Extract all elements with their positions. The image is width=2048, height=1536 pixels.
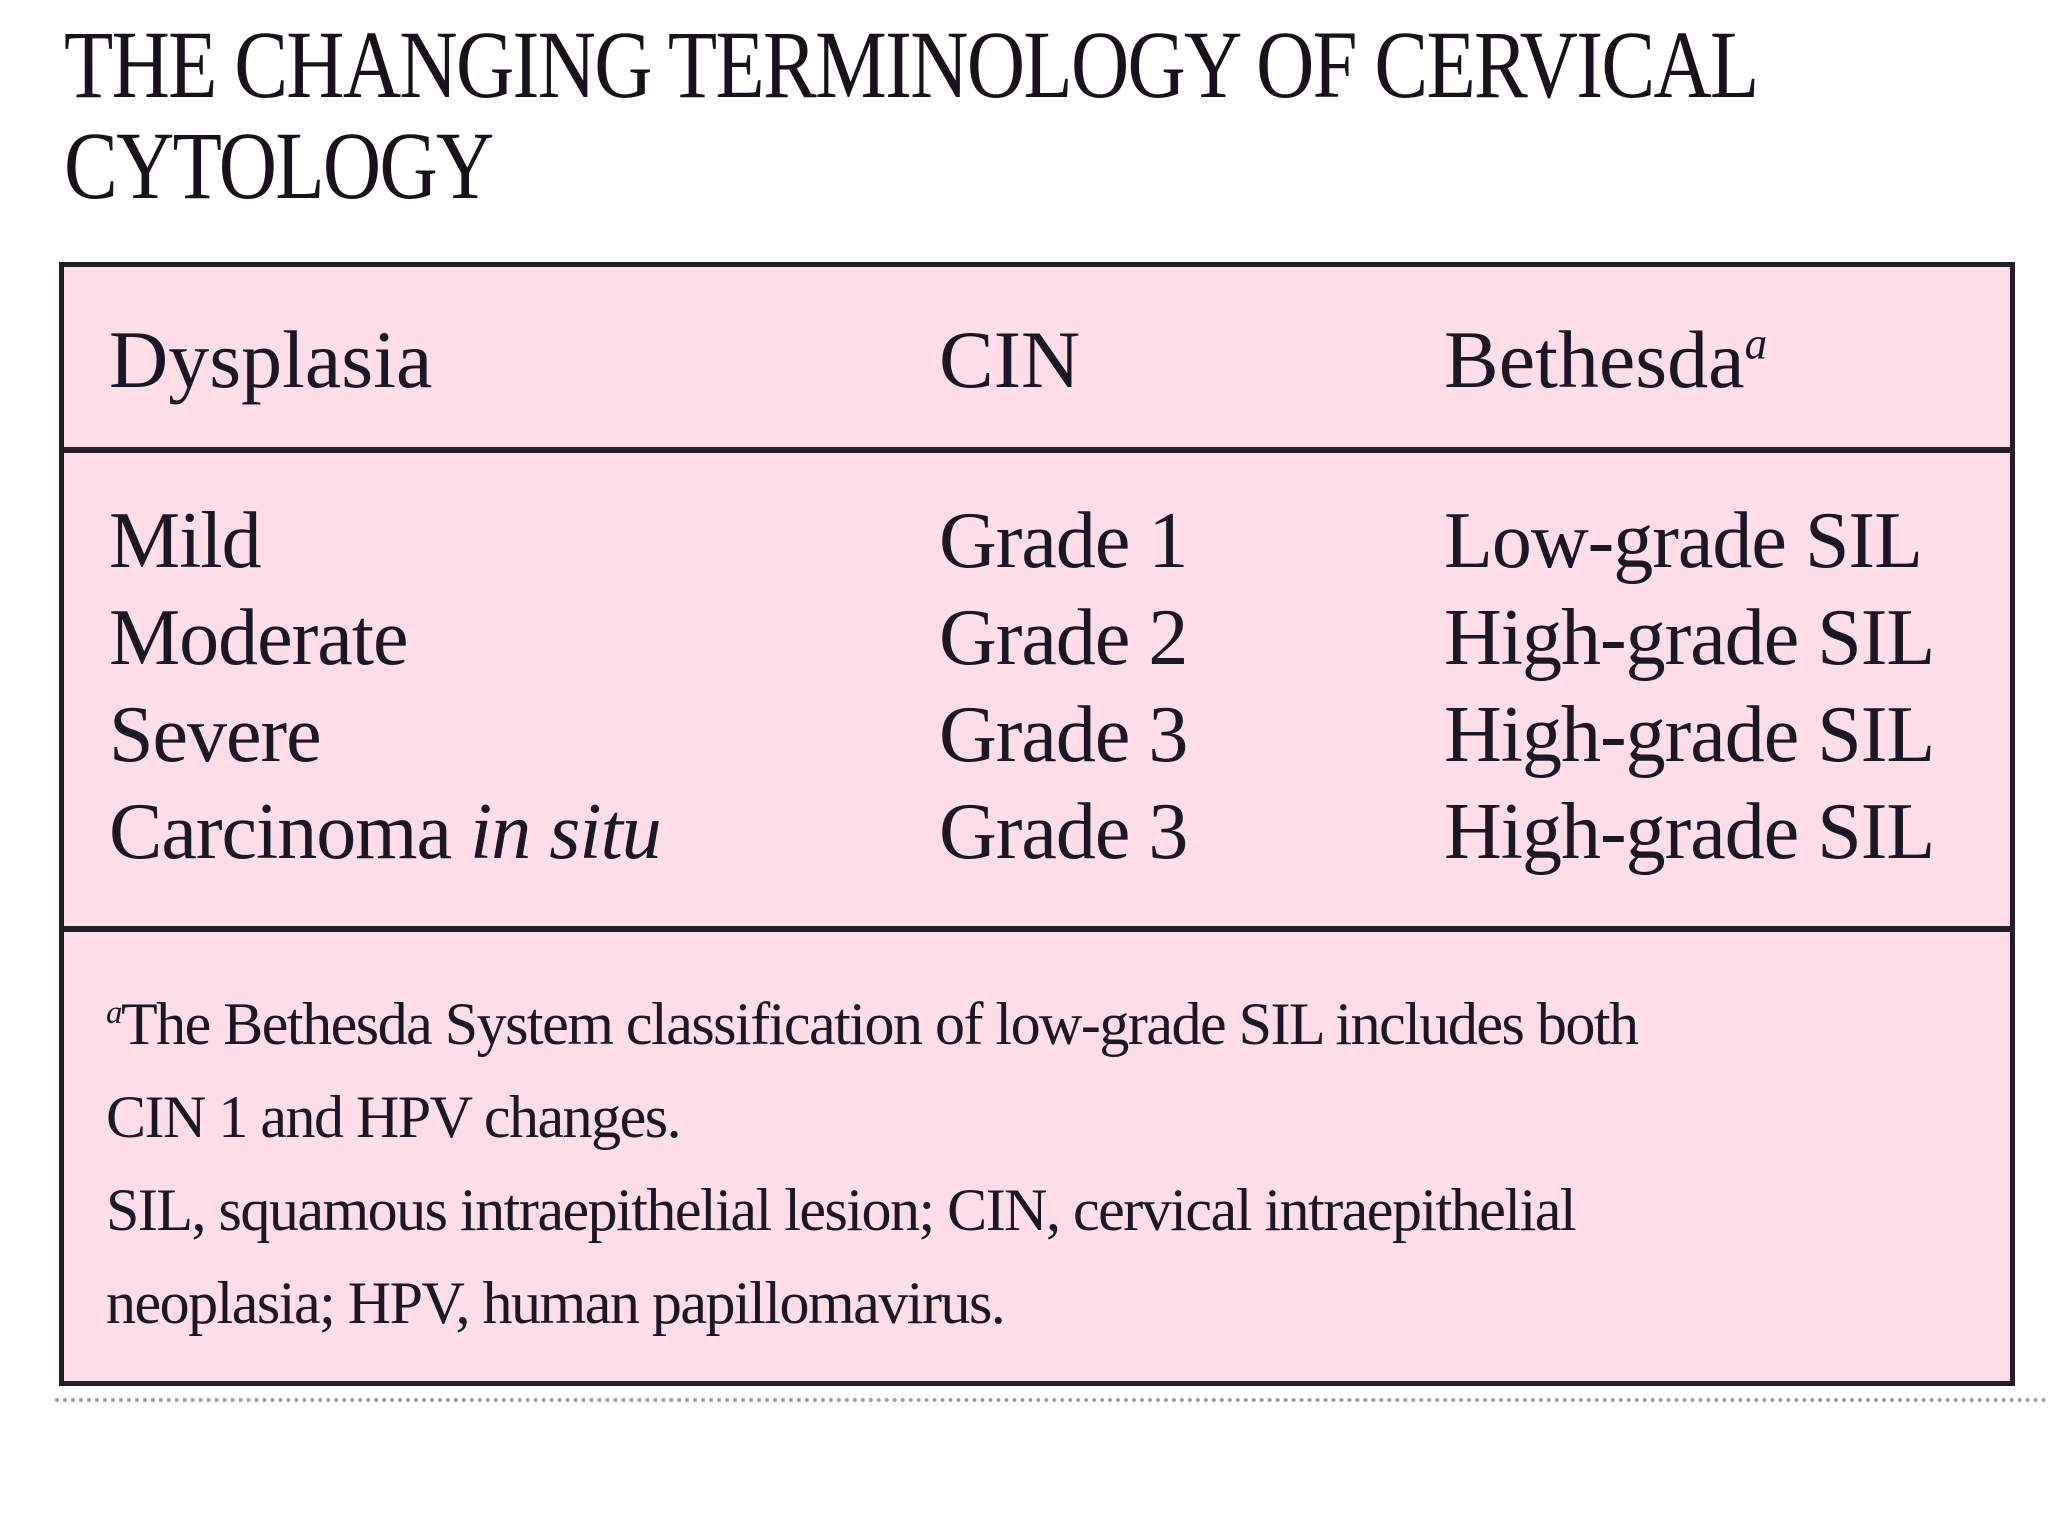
table-cell-bethesda: High-grade SIL [1444,788,1935,876]
column-header-cin-label: CIN [939,314,1081,405]
table-cell-cin: Grade 3 [939,788,1188,876]
table-cell-bethesda: Low-grade SIL [1444,497,1923,585]
table-cell-bethesda: High-grade SIL [1444,691,1935,779]
table-body: Mild Grade 1 Low-grade SIL Moderate Grad… [64,453,2010,932]
footnote-superscript: a [106,995,123,1031]
table-cell-cin: Grade 3 [939,691,1188,779]
scan-artifact-dotted-line [55,1398,2048,1402]
cell-text-italic: in situ [469,788,662,876]
column-header-dysplasia-label: Dysplasia [109,314,433,405]
footnote-line: SIL, squamous intraepithelial lesion; CI… [106,1164,1970,1257]
column-header-bethesda: Bethesdaa [1444,319,2010,401]
table-cell-dysplasia: Mild [109,493,939,590]
footnote-text: CIN 1 and HPV changes. [106,1084,682,1150]
column-header-bethesda-superscript: a [1744,318,1768,369]
cell-text: Severe [109,691,322,779]
column-header-cin: CIN [939,319,1444,401]
cell-text: Moderate [109,594,409,682]
page-title-line-2: CYTOLOGY [64,112,494,219]
table-cell-dysplasia: Severe [109,687,939,784]
page-title: THE CHANGING TERMINOLOGY OF CERVICAL CYT… [64,11,1759,219]
cell-text: Mild [109,497,262,585]
column-header-bethesda-label: Bethesda [1444,314,1745,405]
page-title-line-1: THE CHANGING TERMINOLOGY OF CERVICAL [64,11,1759,118]
table-cell-cin: Grade 1 [939,497,1188,585]
footnote-line: CIN 1 and HPV changes. [106,1071,1970,1164]
footnote-text: SIL, squamous intraepithelial lesion; CI… [106,1177,1577,1243]
table-footnote: aThe Bethesda System classification of l… [64,932,2010,1350]
table-header-row: Dysplasia CIN Bethesdaa [64,267,2010,453]
table-cell-bethesda: High-grade SIL [1444,594,1935,682]
footnote-line: aThe Bethesda System classification of l… [106,978,1970,1071]
table-cell-dysplasia: Carcinoma in situ [109,784,939,881]
terminology-table: Dysplasia CIN Bethesdaa Mild Grade 1 Low… [59,262,2015,1386]
footnote-text: neoplasia; HPV, human papillomavirus. [106,1270,1006,1336]
table-cell-cin: Grade 2 [939,594,1188,682]
footnote-line: neoplasia; HPV, human papillomavirus. [106,1257,1970,1350]
table-cell-dysplasia: Moderate [109,590,939,687]
column-header-dysplasia: Dysplasia [109,319,939,401]
footnote-text: The Bethesda System classification of lo… [121,991,1639,1057]
cell-text: Carcinoma [109,788,470,876]
